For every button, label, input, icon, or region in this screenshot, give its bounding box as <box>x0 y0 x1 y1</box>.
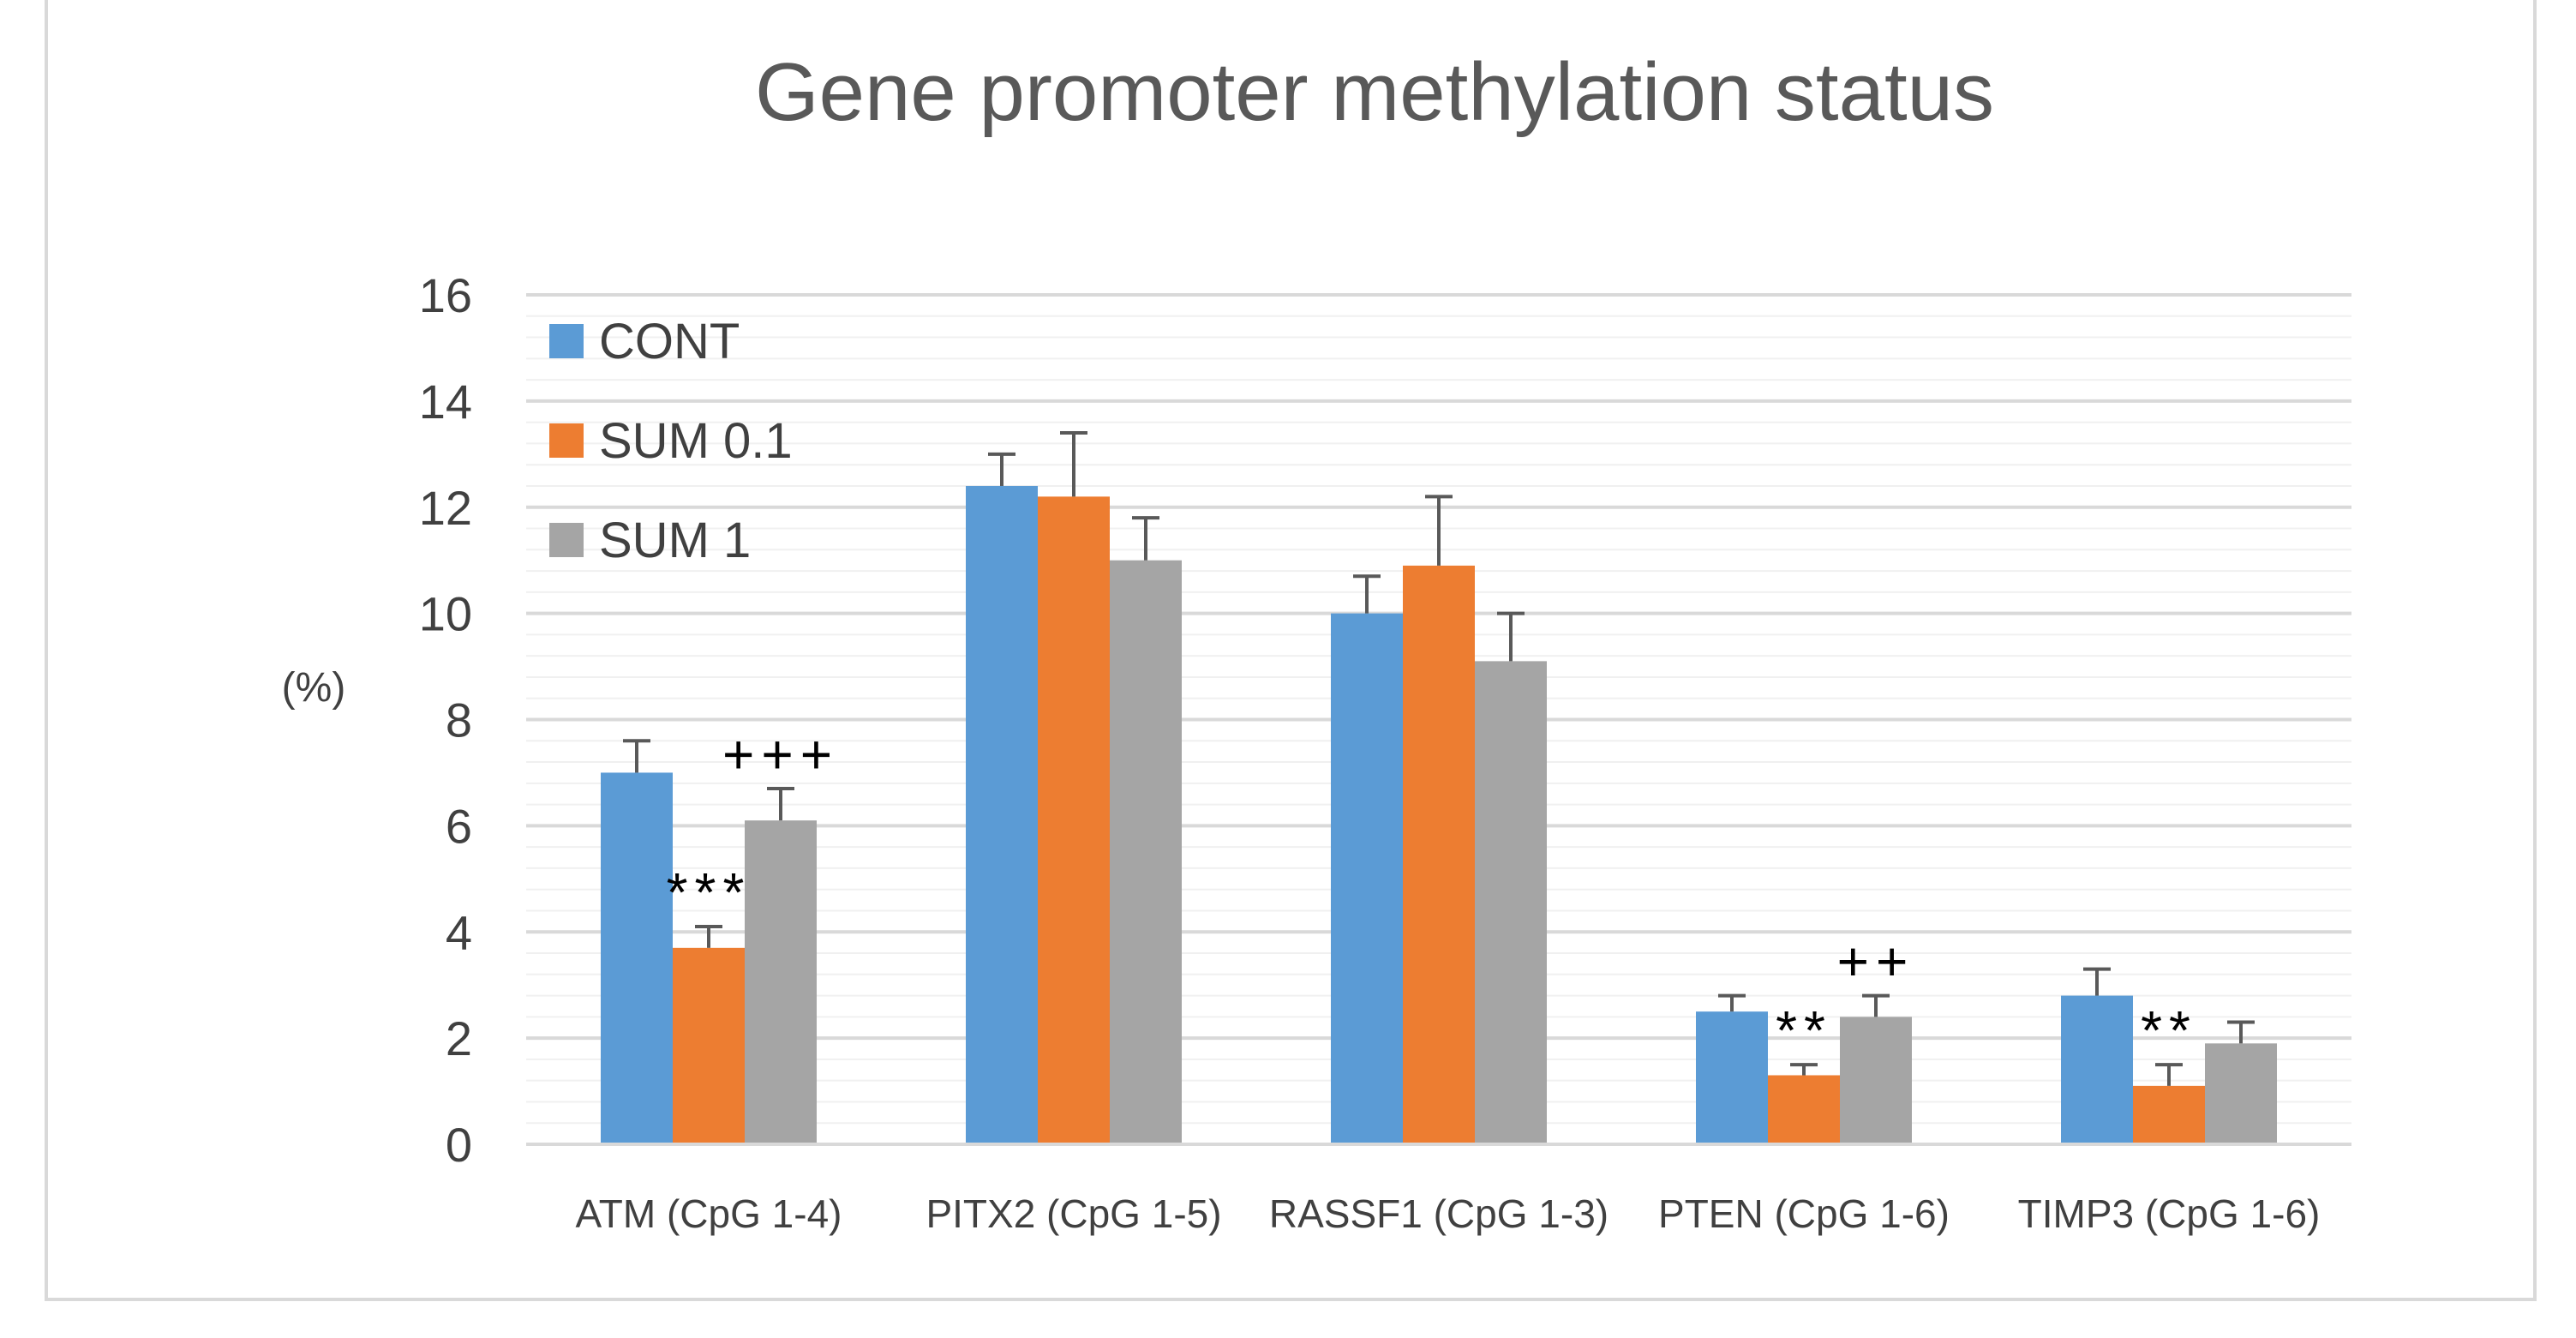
legend-swatch <box>549 523 584 557</box>
legend-label: SUM 0.1 <box>599 413 793 469</box>
x-tick-label: ATM (CpG 1-4) <box>576 1191 842 1236</box>
bar-cont <box>2061 995 2133 1144</box>
legend-label: CONT <box>599 314 740 369</box>
significance-marker: ++ <box>1837 931 1915 993</box>
bar-sum-1 <box>2205 1043 2277 1144</box>
bar-sum-1 <box>1840 1017 1912 1144</box>
y-axis-label: (%) <box>282 665 346 711</box>
chart-title: Gene promoter methylation status <box>755 46 1994 138</box>
y-tick-label: 12 <box>419 481 472 535</box>
y-tick-label: 10 <box>419 587 472 641</box>
bar-sum-0-1 <box>673 947 745 1144</box>
significance-marker: *** <box>667 861 752 923</box>
y-tick-label: 8 <box>446 693 472 747</box>
y-tick-label: 4 <box>446 905 472 959</box>
bar-sum-1 <box>1110 560 1182 1144</box>
bar-chart: Gene promoter methylation status (%) ***… <box>282 46 2351 1236</box>
legend-label: SUM 1 <box>599 513 751 568</box>
bar-sum-0-1 <box>2133 1085 2205 1144</box>
chart-frame: Gene promoter methylation status (%) ***… <box>45 0 2537 1301</box>
bars: ***+++**++** <box>601 431 2277 1144</box>
axes: 0 2 4 6 8 10 12 14 16 ATM (CpG 1-4) PITX2 (CpG 1-5… <box>419 268 2351 1236</box>
y-tick-label: 0 <box>446 1118 472 1172</box>
significance-marker: ** <box>2141 999 2197 1061</box>
bar-cont <box>1331 613 1403 1144</box>
bar-cont <box>966 485 1038 1144</box>
x-tick-label: TIMP3 (CpG 1-6) <box>2018 1191 2321 1236</box>
x-tick-label: PTEN (CpG 1-6) <box>1658 1191 1950 1236</box>
legend-swatch <box>549 324 584 358</box>
legend-swatch <box>549 423 584 458</box>
legend: CONT SUM 0.1 SUM 1 <box>549 314 793 568</box>
bar-sum-0-1 <box>1768 1075 1840 1144</box>
y-tick-label: 14 <box>419 375 472 429</box>
bar-cont <box>1696 1011 1768 1144</box>
bar-sum-0-1 <box>1038 496 1110 1144</box>
significance-marker: ** <box>1776 999 1832 1061</box>
bar-sum-1 <box>1475 661 1547 1144</box>
y-tick-label: 6 <box>446 799 472 853</box>
bar-sum-0-1 <box>1403 565 1475 1144</box>
y-tick-label: 16 <box>419 268 472 322</box>
y-tick-label: 2 <box>446 1011 472 1065</box>
bar-sum-1 <box>745 820 817 1144</box>
x-tick-label: RASSF1 (CpG 1-3) <box>1269 1191 1609 1236</box>
x-tick-label: PITX2 (CpG 1-5) <box>926 1191 1221 1236</box>
bar-cont <box>601 772 673 1144</box>
significance-marker: +++ <box>722 723 839 785</box>
